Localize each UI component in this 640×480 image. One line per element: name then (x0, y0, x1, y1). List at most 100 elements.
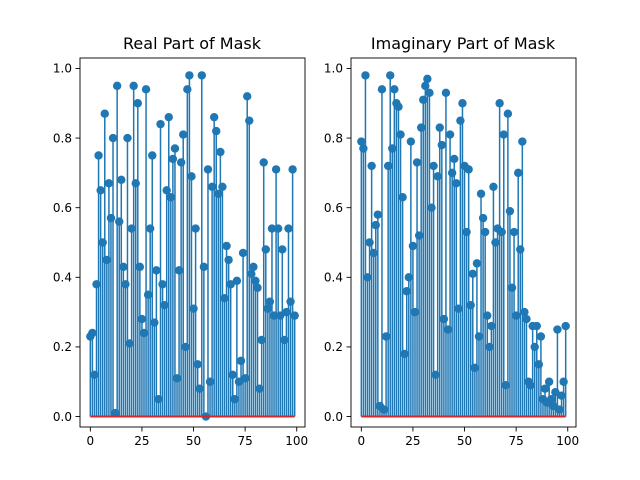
stem-marker (532, 321, 541, 331)
stem-marker (226, 280, 235, 289)
stem-marker (125, 339, 134, 348)
stem-marker (160, 300, 169, 310)
stem-marker (185, 71, 194, 80)
stem-marker (127, 224, 136, 233)
y-tick-label: 0.4 (53, 271, 72, 285)
stem-marker (472, 259, 482, 268)
stem-marker (131, 179, 140, 188)
stem-marker (271, 165, 281, 174)
stem-marker (209, 112, 219, 122)
stem-marker (367, 161, 376, 171)
stem-marker (137, 314, 147, 324)
stem-marker (361, 71, 370, 80)
stem-marker (135, 262, 145, 272)
stem-marker (220, 293, 229, 303)
stem-marker (117, 175, 126, 185)
stem-marker (121, 280, 130, 289)
x-tick-label: 50 (457, 434, 472, 448)
stem-marker (441, 88, 451, 98)
stem-marker (429, 161, 438, 171)
y-tick-label: 0.4 (324, 271, 343, 285)
stem-marker (547, 394, 556, 404)
real-part-axes: 0 25 50 75 100 0.0 0.2 0.4 0.6 0.8 1.0 (53, 57, 308, 448)
stem-marker (203, 165, 213, 174)
stem-marker (280, 335, 289, 345)
stem-marker (522, 314, 531, 324)
stem-marker (478, 213, 488, 223)
x-tick-label: 0 (358, 434, 366, 448)
stem-marker (431, 370, 440, 379)
stem-marker (282, 307, 291, 317)
x-tick-label: 75 (237, 434, 252, 448)
stem-marker (425, 88, 434, 98)
stem-marker (133, 99, 142, 108)
stem-marker (166, 193, 176, 202)
stem-marker (534, 360, 544, 369)
stem-marker (557, 391, 566, 400)
stem-marker (365, 238, 374, 247)
stem-marker (265, 297, 275, 306)
x-tick-label: 75 (508, 434, 523, 448)
stem-marker (108, 133, 118, 143)
stem-marker (92, 280, 101, 289)
stem-marker (195, 384, 204, 393)
stem-marker (396, 130, 405, 139)
stem-marker (183, 85, 192, 94)
stem-marker (284, 224, 293, 233)
stem-marker (501, 381, 511, 390)
stem-marker (100, 109, 109, 118)
stem-marker (495, 99, 504, 108)
stem-marker (499, 130, 508, 139)
y-tick-label: 0.0 (53, 410, 72, 424)
stem-marker (447, 168, 457, 178)
stem-marker (269, 311, 279, 320)
x-tick-label: 25 (134, 434, 149, 448)
x-tick-label: 25 (405, 434, 420, 448)
stem-marker (214, 189, 223, 198)
y-tick-label: 0.2 (53, 340, 72, 354)
stem-marker (290, 311, 299, 320)
stem-marker (421, 81, 430, 91)
axes-frame (79, 57, 306, 428)
stem-marker (487, 321, 496, 331)
stem-marker (176, 158, 186, 167)
imaginary-part-axes: 0 25 50 75 100 0.0 0.2 0.4 0.6 0.8 1.0 (324, 57, 579, 448)
stem-marker (150, 318, 159, 327)
stem-marker (359, 144, 368, 153)
stem-marker (516, 245, 525, 254)
stem-marker (433, 172, 442, 181)
stem-marker (199, 262, 209, 272)
stem-marker (394, 102, 403, 111)
stem-marker (452, 179, 461, 188)
stem-marker (437, 140, 447, 150)
stem-marker (123, 133, 132, 143)
stem-marker (416, 123, 426, 132)
stem-marker (530, 342, 539, 352)
stem-marker (112, 81, 122, 91)
stem-marker (228, 370, 237, 379)
stem-marker (96, 186, 105, 195)
stem-marker (454, 304, 463, 313)
imaginary-part-panel: Imaginary Part of Mask 0 25 50 75 1000.00.20… (324, 34, 579, 448)
stem-marker (540, 384, 550, 393)
y-tick-label: 1.0 (324, 62, 343, 76)
stem-marker (388, 144, 397, 153)
stem-marker (218, 182, 227, 192)
stem-marker (193, 360, 202, 369)
stem-marker (152, 266, 161, 275)
stem-marker (191, 224, 200, 233)
stem-marker (224, 255, 233, 265)
stem-marker (261, 245, 270, 254)
stem-marker (263, 304, 273, 313)
stem-marker (400, 349, 409, 359)
stem-marker (509, 227, 519, 237)
y-tick-label: 0.6 (53, 201, 72, 215)
stem-marker (141, 85, 151, 94)
stem-marker (489, 182, 498, 192)
stem-marker (470, 363, 480, 373)
stem-marker (398, 193, 407, 202)
stem-marker (443, 325, 453, 334)
real-part-stems (86, 71, 299, 421)
real-part-panel: Real Part of Mask 0 25 50 75 100 0.0 0.2 0.4 0.6… (53, 34, 308, 448)
stem-marker (526, 381, 535, 390)
